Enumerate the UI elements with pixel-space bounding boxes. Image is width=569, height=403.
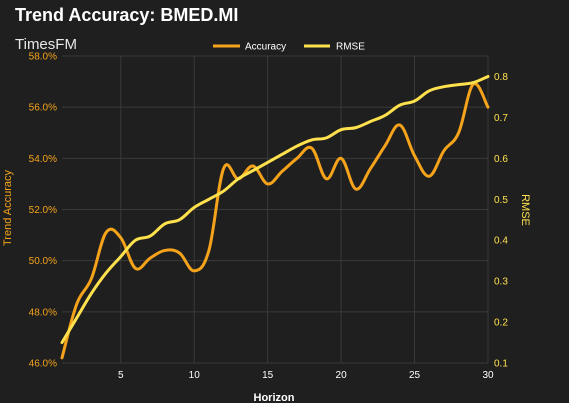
y-right-tick-label: 0.8 <box>494 72 508 83</box>
ticks-layer: 5 10 15 20 25 30 46.0% 48.0% 50.0% 52.0% 54.0% 56.0… <box>29 52 509 382</box>
y-left-tick-label: 50.0% <box>29 256 57 267</box>
y-left-axis-title: Trend Accuracy <box>2 169 14 246</box>
y-left-tick-label: 56.0% <box>29 103 57 114</box>
legend-label-rmse: RMSE <box>336 42 365 53</box>
x-axis-title: Horizon <box>254 392 295 403</box>
series-line-accuracy <box>60 82 490 360</box>
y-left-tick-label: 58.0% <box>29 52 57 63</box>
grid-layer <box>62 55 489 364</box>
legend[interactable]: Accuracy RMSE <box>213 42 365 53</box>
y-right-tick-label: 0.1 <box>494 359 508 370</box>
y-left-tick-label: 54.0% <box>29 154 57 165</box>
series-layer <box>60 74 490 360</box>
x-tick-label: 30 <box>482 370 494 381</box>
y-left-tick-label: 48.0% <box>29 307 57 318</box>
x-tick-label: 10 <box>189 370 201 381</box>
y-right-tick-label: 0.3 <box>494 277 508 288</box>
chart-subtitle: TimesFM <box>15 36 77 53</box>
y-right-tick-label: 0.5 <box>494 195 508 206</box>
y-right-tick-label: 0.6 <box>494 154 508 165</box>
x-tick-label: 20 <box>336 370 348 381</box>
legend-item-rmse[interactable]: RMSE <box>304 42 365 53</box>
legend-item-accuracy[interactable]: Accuracy <box>213 42 286 53</box>
y-right-tick-label: 0.2 <box>494 318 508 329</box>
legend-label-accuracy: Accuracy <box>245 42 286 53</box>
y-left-tick-label: 52.0% <box>29 205 57 216</box>
y-right-tick-label: 0.4 <box>494 236 508 247</box>
x-tick-label: 5 <box>118 370 124 381</box>
y-right-tick-label: 0.7 <box>494 113 508 124</box>
chart-title: Trend Accuracy: BMED.MI <box>15 5 238 25</box>
y-left-tick-label: 46.0% <box>29 359 57 370</box>
x-tick-label: 25 <box>409 370 421 381</box>
y-right-axis-title: RMSE <box>519 194 531 226</box>
series-line-rmse <box>60 74 490 345</box>
x-tick-label: 15 <box>262 370 274 381</box>
